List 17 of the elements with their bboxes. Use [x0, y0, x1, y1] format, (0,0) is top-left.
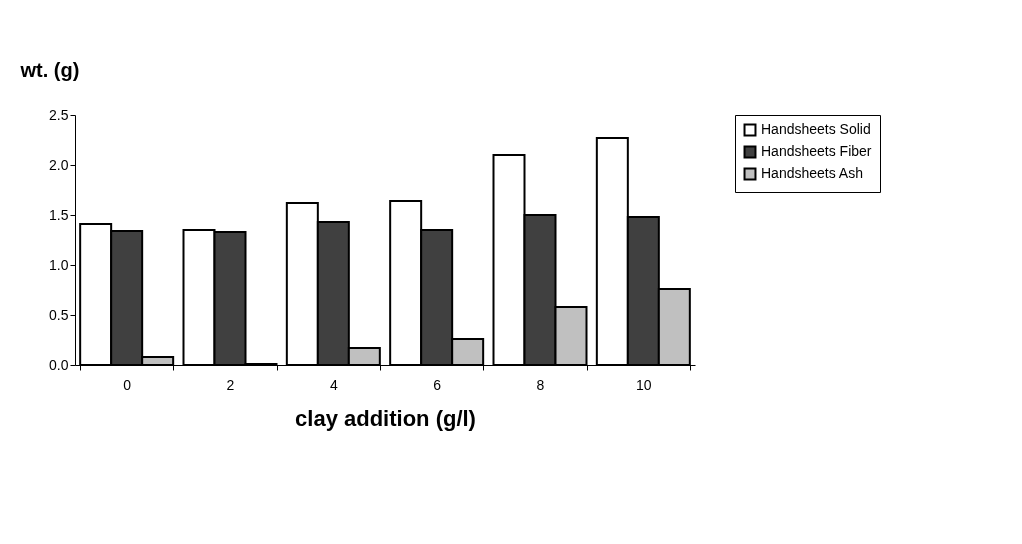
y-tick-label: 2.5	[49, 106, 69, 123]
x-tick-label: 6	[433, 376, 442, 393]
legend-label: Handsheets Ash	[761, 165, 863, 181]
y-tick-label: 0.0	[49, 356, 69, 373]
y-axis-title: wt. (g)	[19, 58, 80, 81]
x-tick-label: 4	[329, 376, 338, 393]
x-tick-label: 2	[226, 376, 235, 393]
y-tick-label: 2.0	[49, 156, 69, 173]
x-axis-title: clay addition (g/l)	[295, 405, 476, 431]
legend-label: Handsheets Fiber	[761, 143, 872, 159]
legend-label: Handsheets Solid	[761, 121, 871, 137]
x-tick-label: 10	[636, 376, 652, 393]
y-tick-label: 0.5	[49, 306, 69, 323]
y-tick-label: 1.5	[49, 206, 69, 223]
x-tick-label: 8	[536, 376, 545, 393]
x-tick-label: 0	[123, 376, 132, 393]
y-tick-label: 1.0	[49, 256, 69, 273]
